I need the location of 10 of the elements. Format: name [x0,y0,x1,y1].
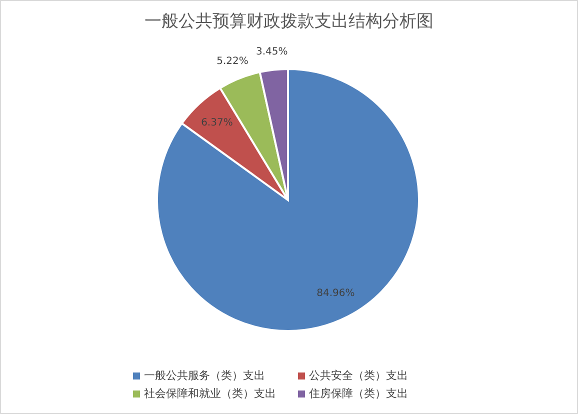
legend-label: 社会保障和就业（类）支出 [144,387,276,400]
data-label: 84.96% [316,288,355,300]
legend-label: 住房保障（类）支出 [309,387,408,400]
legend-label: 一般公共服务（类）支出 [144,369,265,382]
data-label: 5.22% [216,56,248,68]
data-label: 6.37% [201,118,233,129]
legend-label: 公共安全（类）支出 [309,369,408,382]
pie-slice [156,68,420,332]
data-label: 3.45% [256,46,288,58]
chart-title: 一般公共预算财政拨款支出结构分析图 [144,12,434,32]
